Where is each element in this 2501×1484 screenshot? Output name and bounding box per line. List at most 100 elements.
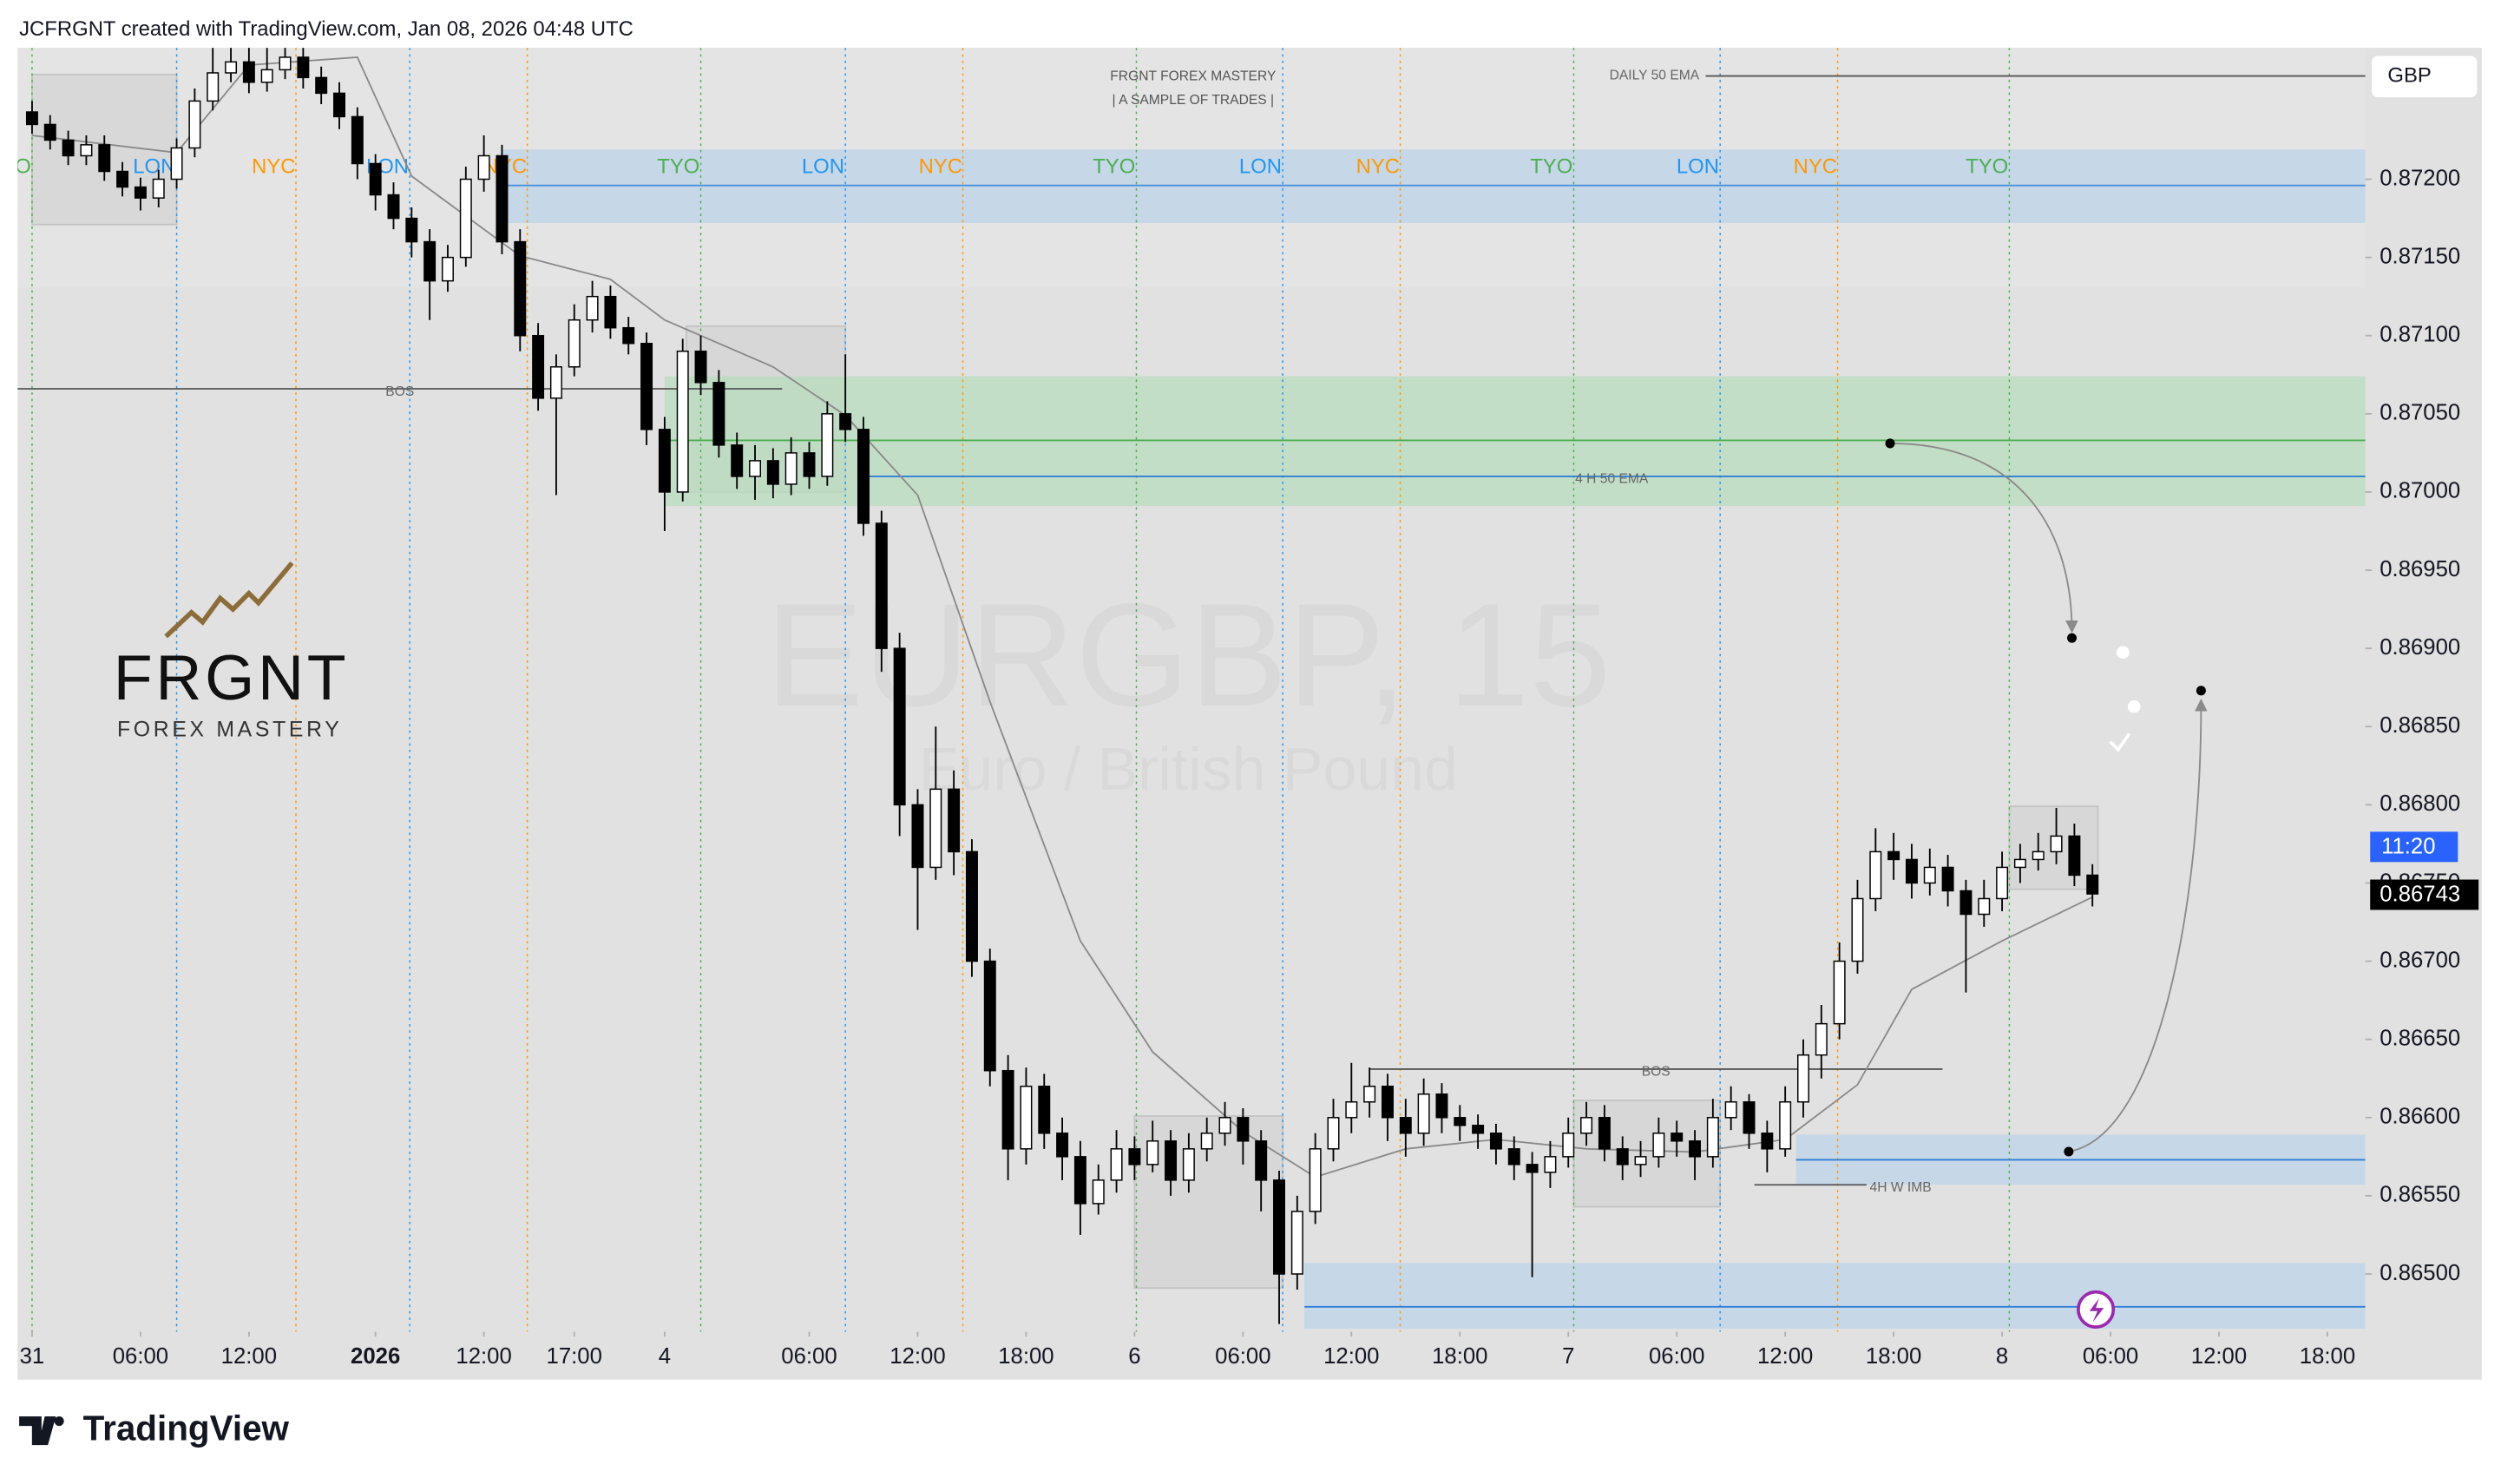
candle-body (43, 123, 56, 141)
candle-body (1562, 1133, 1575, 1158)
candle-body (1327, 1117, 1340, 1150)
candle-body (514, 240, 527, 337)
candle-body (80, 144, 93, 157)
candle-body (1056, 1133, 1069, 1158)
candle-body (1200, 1133, 1213, 1150)
candle-body (568, 318, 581, 368)
candle-body (2050, 835, 2063, 853)
banner-title: FRGNT FOREX MASTERY (1110, 69, 1277, 83)
candle-body (1706, 1117, 1719, 1158)
last-price: 0.86743 (2380, 883, 2460, 907)
session-label: LON (1239, 154, 1282, 178)
candle-body (1146, 1140, 1159, 1166)
candle-body (1110, 1148, 1123, 1181)
candle-body (387, 194, 400, 220)
x-tick-label: 8 (1996, 1344, 2008, 1369)
levels: BOS BOS DAILY 50 EMA 4 H 50 EMA 4H W IMB (17, 69, 2366, 1308)
level-label: 4H W IMB (1870, 1180, 1932, 1195)
candle-body (948, 788, 961, 853)
candle-body (1851, 897, 1864, 962)
candle-body (2068, 835, 2081, 877)
candle-body (1399, 1117, 1412, 1134)
candle-body (134, 186, 147, 199)
candle-body (1417, 1093, 1430, 1134)
trade-point (2067, 633, 2078, 643)
candle-body (1363, 1085, 1376, 1103)
candle-body (1237, 1117, 1250, 1142)
candle-body (1381, 1085, 1394, 1119)
candle-body (1489, 1133, 1502, 1150)
range-box (2008, 805, 2099, 890)
session-label: TYO (1093, 154, 1135, 178)
candle-body (1941, 866, 1954, 892)
countdown: 11:20 (2381, 835, 2435, 859)
candle-body (279, 56, 292, 71)
candle-body (803, 452, 816, 477)
candle-body (1255, 1140, 1268, 1181)
x-tick-label: 18:00 (1866, 1344, 1921, 1369)
banner-subtitle: | A SAMPLE OF TRADES | (1113, 93, 1275, 108)
session-label: NYC (919, 154, 962, 178)
candle-body (1598, 1117, 1611, 1150)
candle-body (1435, 1093, 1448, 1119)
candle-body (1833, 960, 1846, 1025)
x-tick-label: 06:00 (1215, 1344, 1270, 1369)
candle-body (1797, 1054, 1809, 1103)
trade-point (2196, 686, 2206, 696)
zone (1304, 1263, 2366, 1330)
y-tick-label: 0.86600 (2380, 1105, 2460, 1129)
y-tick-label: 0.86650 (2380, 1026, 2460, 1050)
candle-body (1290, 1211, 1303, 1275)
y-tick-label: 0.86500 (2380, 1261, 2460, 1285)
candle-body (333, 92, 345, 118)
candle-body (622, 326, 635, 345)
candle-body (640, 342, 653, 430)
level-label: 4 H 50 EMA (1575, 472, 1649, 487)
y-tick-label: 0.86550 (2380, 1183, 2460, 1207)
y-tick-label: 0.87050 (2380, 401, 2460, 425)
candle-body (1218, 1117, 1231, 1134)
candle-body (1743, 1101, 1756, 1134)
candle-body (1472, 1125, 1485, 1134)
candle-body (1345, 1101, 1358, 1119)
trade-arrow (1890, 443, 2078, 634)
y-tick-label: 0.87000 (2380, 479, 2460, 503)
candle-body (1507, 1148, 1520, 1166)
candle-body (1165, 1140, 1178, 1181)
y-tick-label: 0.86950 (2380, 557, 2460, 581)
candle-body (152, 178, 165, 199)
candle-body (1634, 1156, 1647, 1166)
currency-button[interactable] (2372, 56, 2478, 98)
candle-body (1887, 850, 1900, 861)
axes: 0.86500 0.86550 0.86600 0.86650 0.86700 0.867… (20, 166, 2479, 1369)
countdown-box (2370, 831, 2458, 863)
candle-body (532, 334, 545, 399)
candle-body (1544, 1156, 1557, 1173)
x-tick-label: 18:00 (998, 1344, 1054, 1369)
candle-body (2086, 874, 2099, 895)
candle-body (784, 452, 798, 485)
x-tick-label: 06:00 (781, 1344, 837, 1369)
candle-body (857, 429, 870, 524)
candle-body (712, 382, 725, 446)
clock-icon (2127, 699, 2141, 713)
session-label: LON (802, 154, 844, 178)
candle-body (2013, 858, 2026, 869)
session-label: TYO (1530, 154, 1572, 178)
x-tick-label: 12:00 (2191, 1344, 2247, 1369)
candle-body (604, 295, 617, 329)
level-label: DAILY 50 EMA (1610, 69, 1700, 83)
candle-body (1724, 1101, 1737, 1119)
candle-body (242, 61, 255, 83)
candle-body (1182, 1148, 1195, 1181)
candle-body (749, 460, 762, 477)
candle-body (1978, 897, 1991, 916)
x-tick-label: 17:00 (547, 1344, 602, 1369)
x-tick-label: 12:00 (456, 1344, 511, 1369)
candle-body (1671, 1133, 1684, 1142)
x-tick-label: 06:00 (1649, 1344, 1704, 1369)
y-tick-label: 0.87150 (2380, 244, 2460, 268)
candle-body (351, 115, 364, 165)
level-label: BOS (385, 384, 414, 399)
